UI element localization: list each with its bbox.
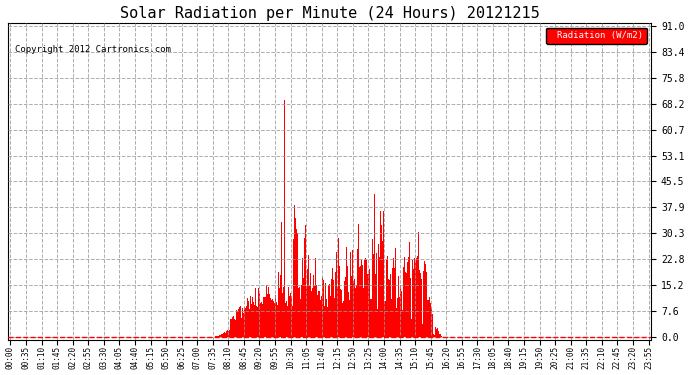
Title: Solar Radiation per Minute (24 Hours) 20121215: Solar Radiation per Minute (24 Hours) 20…	[120, 6, 540, 21]
Legend: Radiation (W/m2): Radiation (W/m2)	[546, 28, 647, 44]
Text: Copyright 2012 Cartronics.com: Copyright 2012 Cartronics.com	[14, 45, 170, 54]
